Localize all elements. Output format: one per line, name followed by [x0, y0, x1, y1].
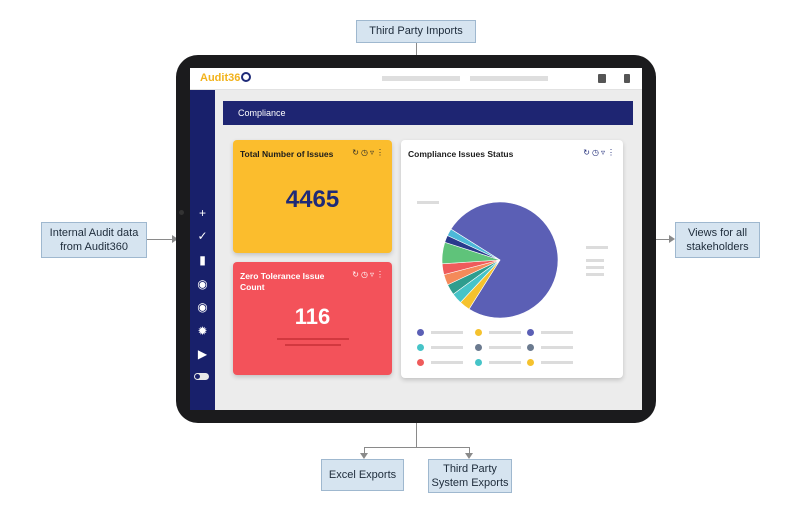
legend-dot-icon — [417, 344, 424, 351]
top-bar-placeholder — [470, 76, 548, 81]
card-title: Compliance Issues Status — [408, 149, 514, 159]
play-icon[interactable]: ▶ — [197, 347, 208, 361]
zero-tolerance-card[interactable]: Zero Tolerance Issue Count ↻◷▿⋮ 116 — [233, 262, 392, 375]
more-icon[interactable]: ⋮ — [376, 270, 386, 279]
legend-label-placeholder — [489, 331, 521, 334]
filter-icon[interactable]: ▿ — [369, 148, 376, 157]
connector-line — [364, 447, 365, 454]
legend-label-placeholder — [489, 346, 521, 349]
document-icon[interactable]: ▮ — [199, 253, 206, 267]
audit360-logo: Audit36 — [200, 72, 252, 84]
app-screen: Audit36 + ✓ ▮ ◉ ◉ ✹ ▶ Compliance Total N… — [190, 68, 642, 410]
legend-label-placeholder — [431, 331, 463, 334]
globe-icon[interactable]: ◉ — [197, 277, 208, 291]
placeholder-label — [586, 259, 604, 262]
clock-icon[interactable]: ◷ — [361, 148, 370, 157]
legend-dot-icon — [475, 329, 482, 336]
third-party-system-exports-callout: Third Party System Exports — [428, 459, 512, 493]
connector-line — [364, 447, 470, 448]
mobile-icon[interactable] — [624, 74, 630, 83]
third-party-imports-callout: Third Party Imports — [356, 20, 476, 43]
legend-item[interactable] — [475, 328, 545, 338]
card-actions: ↻◷▿⋮ — [352, 148, 386, 157]
camera-icon — [179, 210, 184, 215]
more-icon[interactable]: ⋮ — [376, 148, 386, 157]
refresh-icon[interactable]: ↻ — [352, 270, 361, 279]
pie-slice[interactable] — [447, 228, 503, 261]
legend-label-placeholder — [489, 361, 521, 364]
toggle-icon[interactable] — [194, 373, 209, 380]
legend-item[interactable] — [527, 358, 597, 368]
more-icon[interactable]: ⋮ — [607, 148, 617, 157]
legend-item[interactable] — [417, 343, 487, 353]
legend-dot-icon — [417, 359, 424, 366]
clock-icon[interactable]: ◷ — [361, 270, 370, 279]
check-circle-icon[interactable]: ✓ — [197, 229, 208, 243]
card-title: Zero Tolerance Issue Count — [240, 271, 325, 293]
legend-label-placeholder — [431, 346, 463, 349]
internal-audit-callout: Internal Audit data from Audit360 — [41, 222, 147, 258]
placeholder-label — [586, 273, 604, 276]
refresh-icon[interactable]: ↻ — [352, 148, 361, 157]
total-issues-value: 4465 — [285, 186, 340, 213]
connector-line — [147, 239, 173, 240]
refresh-icon[interactable]: ↻ — [583, 148, 592, 157]
filter-icon[interactable]: ▿ — [600, 148, 607, 157]
plus-icon[interactable]: + — [198, 206, 206, 220]
legend-item[interactable] — [417, 358, 487, 368]
legend-item[interactable] — [417, 328, 487, 338]
card-actions: ↻◷▿⋮ — [352, 270, 386, 279]
legend-dot-icon — [527, 359, 534, 366]
arrow-down-icon — [360, 453, 368, 459]
legend-dot-icon — [475, 344, 482, 351]
legend-label-placeholder — [541, 346, 573, 349]
clock-icon[interactable]: ◷ — [592, 148, 601, 157]
arrow-down-icon — [465, 453, 473, 459]
sidebar: + ✓ ▮ ◉ ◉ ✹ ▶ — [190, 90, 215, 410]
legend-dot-icon — [475, 359, 482, 366]
legend-dot-icon — [527, 344, 534, 351]
top-bar: Audit36 — [190, 68, 642, 90]
placeholder-label — [417, 201, 439, 204]
excel-exports-callout: Excel Exports — [321, 459, 404, 491]
arrow-right-icon — [172, 235, 178, 243]
placeholder-line — [277, 338, 349, 340]
legend-dot-icon — [527, 329, 534, 336]
globe-alt-icon[interactable]: ◉ — [197, 300, 208, 314]
filter-icon[interactable]: ▿ — [369, 270, 376, 279]
legend-item[interactable] — [475, 343, 545, 353]
legend-label-placeholder — [431, 361, 463, 364]
views-callout: Views for all stakeholders — [675, 222, 760, 258]
compliance-status-card[interactable]: Compliance Issues Status ↻◷▿⋮ — [401, 140, 623, 378]
connector-line — [469, 447, 470, 454]
placeholder-line — [285, 344, 341, 346]
placeholder-label — [586, 266, 604, 269]
arrow-right-icon — [669, 235, 675, 243]
page-header: Compliance — [223, 101, 633, 125]
settings-icon[interactable]: ✹ — [197, 324, 208, 338]
calendar-icon[interactable] — [598, 74, 606, 83]
legend-item[interactable] — [475, 358, 545, 368]
zero-tolerance-value: 116 — [294, 304, 331, 329]
legend-label-placeholder — [541, 361, 573, 364]
legend-item[interactable] — [527, 343, 597, 353]
top-bar-placeholder — [382, 76, 460, 81]
card-title: Total Number of Issues — [240, 149, 334, 159]
legend-item[interactable] — [527, 328, 597, 338]
legend-label-placeholder — [541, 331, 573, 334]
compliance-pie-chart — [417, 183, 608, 337]
pie-slice[interactable] — [423, 183, 577, 337]
card-actions: ↻◷▿⋮ — [583, 148, 617, 157]
legend-dot-icon — [417, 329, 424, 336]
placeholder-label — [586, 246, 608, 249]
total-issues-card[interactable]: Total Number of Issues ↻◷▿⋮ 4465 — [233, 140, 392, 253]
